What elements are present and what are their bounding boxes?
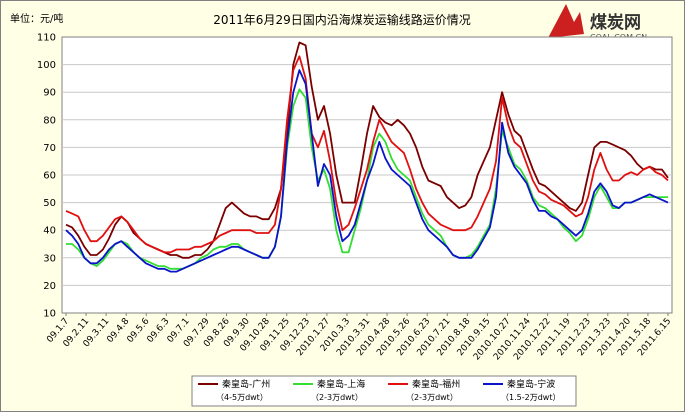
legend: 秦皇岛-广州 （4-5万dwt） 秦皇岛-上海 （2-3万dwt） 秦皇岛-福州 （2-3… xyxy=(198,378,560,402)
grid xyxy=(62,64,672,286)
legend-sublabel-1: （2-3万dwt） xyxy=(311,393,363,402)
y-tick-label: 30 xyxy=(43,253,56,264)
legend-label-1: 秦皇岛-上海 xyxy=(317,378,365,390)
y-tick-label: 20 xyxy=(43,281,56,292)
logo-brand: 煤炭网 xyxy=(590,12,641,33)
y-tick-label: 70 xyxy=(43,143,56,154)
legend-sublabel-0: （4-5万dwt） xyxy=(216,393,268,402)
y-tick-label: 10 xyxy=(43,309,56,320)
series-line-2 xyxy=(65,55,669,254)
logo: 煤炭网 COAL.COM.CN xyxy=(548,4,647,42)
y-tick-label: 40 xyxy=(43,226,56,237)
y-tick-label: 90 xyxy=(43,88,56,99)
series-line-3 xyxy=(65,69,669,273)
series-lines xyxy=(65,41,669,273)
chart-title: 2011年6月29日国内沿海煤炭运输线路运价情况 xyxy=(213,12,470,27)
y-tick-label: 100 xyxy=(37,60,56,71)
y-tick-label: 110 xyxy=(37,33,56,44)
legend-box xyxy=(191,375,577,407)
y-tick-label: 60 xyxy=(43,171,56,182)
legend-sublabel-2: （2-3万dwt） xyxy=(406,393,458,402)
y-axis: 10 20 30 40 50 60 70 80 90 100 110 xyxy=(37,33,56,320)
y-tick-label: 80 xyxy=(43,115,56,126)
legend-label-2: 秦皇岛-福州 xyxy=(412,378,460,390)
legend-sublabel-3: （1.5-2万dwt） xyxy=(501,393,560,402)
y-tick-label: 50 xyxy=(43,198,56,209)
legend-label-3: 秦皇岛-宁波 xyxy=(507,378,555,390)
logo-flame-icon xyxy=(548,4,584,38)
unit-label: 单位：元/吨 xyxy=(10,12,63,25)
legend-label-0: 秦皇岛-广州 xyxy=(222,378,270,390)
x-axis: 09.1.709.2.1109.3.1109.4.809.5.609.6.309… xyxy=(45,313,673,362)
